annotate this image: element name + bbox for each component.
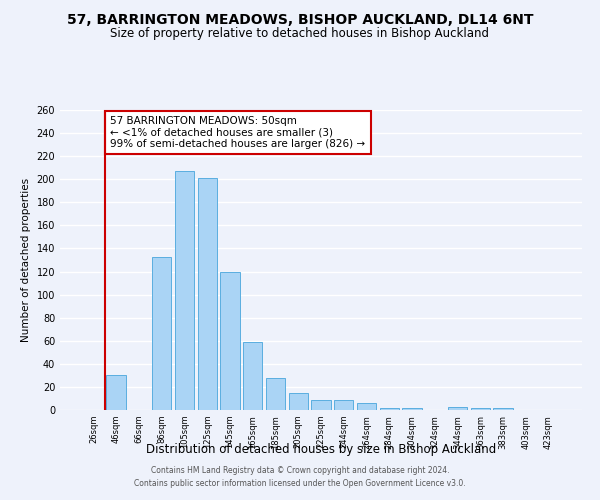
Bar <box>448 406 467 410</box>
Y-axis label: Number of detached properties: Number of detached properties <box>21 178 31 342</box>
Bar <box>266 378 285 410</box>
Text: Contains HM Land Registry data © Crown copyright and database right 2024.
Contai: Contains HM Land Registry data © Crown c… <box>134 466 466 487</box>
Text: Size of property relative to detached houses in Bishop Auckland: Size of property relative to detached ho… <box>110 28 490 40</box>
Bar <box>106 376 126 410</box>
Bar <box>311 400 331 410</box>
Bar <box>470 408 490 410</box>
Bar <box>243 342 262 410</box>
Bar <box>220 272 239 410</box>
Text: 57 BARRINGTON MEADOWS: 50sqm
← <1% of detached houses are smaller (3)
99% of sem: 57 BARRINGTON MEADOWS: 50sqm ← <1% of de… <box>110 116 365 149</box>
Bar <box>403 408 422 410</box>
Text: Distribution of detached houses by size in Bishop Auckland: Distribution of detached houses by size … <box>146 442 496 456</box>
Bar <box>289 392 308 410</box>
Bar <box>175 171 194 410</box>
Bar <box>197 178 217 410</box>
Bar <box>357 403 376 410</box>
Text: 57, BARRINGTON MEADOWS, BISHOP AUCKLAND, DL14 6NT: 57, BARRINGTON MEADOWS, BISHOP AUCKLAND,… <box>67 12 533 26</box>
Bar <box>334 400 353 410</box>
Bar <box>493 408 513 410</box>
Bar <box>380 408 399 410</box>
Bar <box>152 256 172 410</box>
